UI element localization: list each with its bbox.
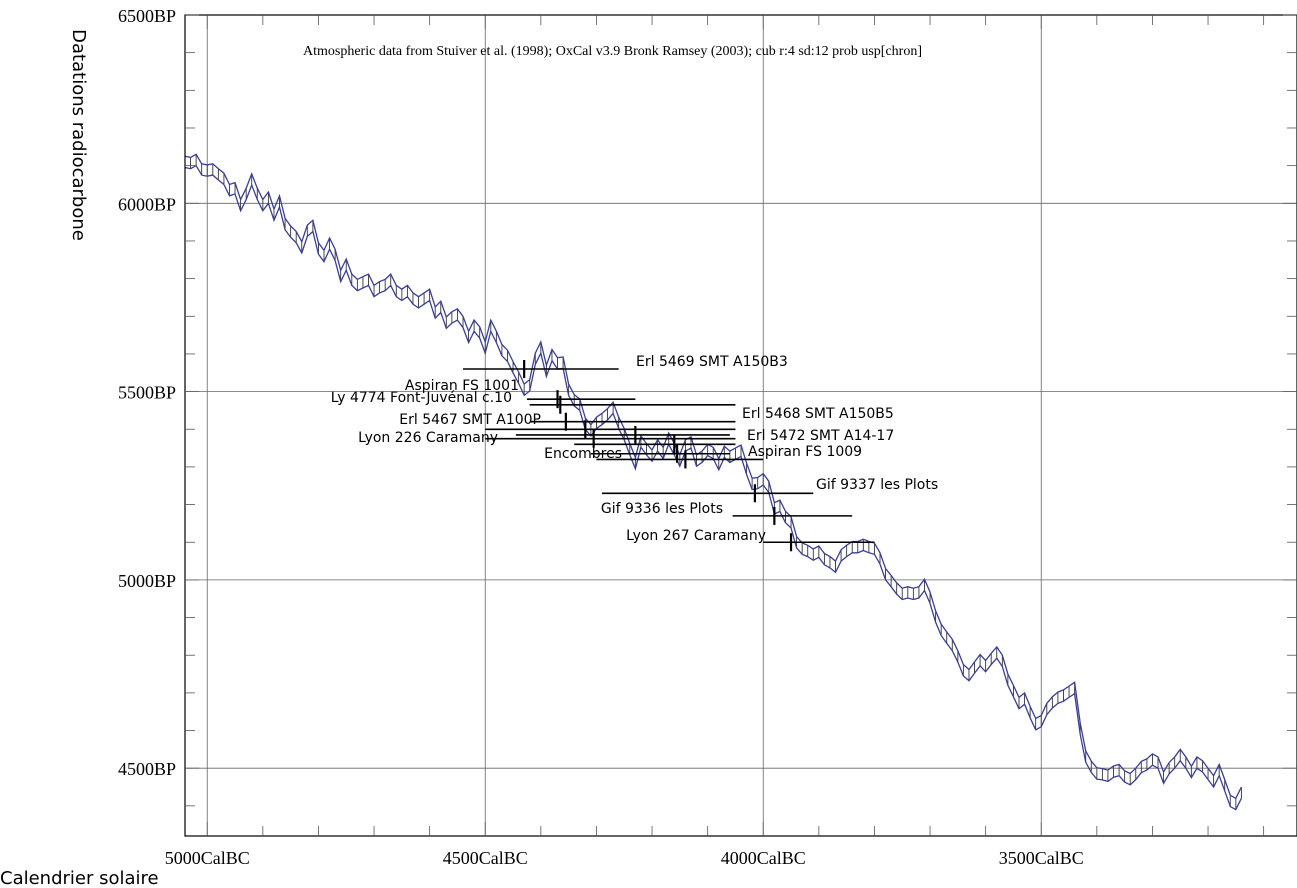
x-tick-label: 3500CalBC [999,848,1084,868]
sample-label: Ly 4774 Font-Juvénal c.10 [331,390,512,406]
sample-label: Gif 9337 les Plots [816,477,938,493]
y-axis-title: Datations radiocarbone [68,29,89,241]
x-tick-label: 4000CalBC [721,848,806,868]
plot-frame [184,14,1297,837]
sample-label: Aspiran FS 1001 [405,378,519,394]
x-tick-label: 4500CalBC [443,848,528,868]
sample-label: Erl 5472 SMT A14-17 [747,428,894,444]
grid [185,14,1297,836]
sample-label: Erl 5469 SMT A150B3 [636,354,788,370]
sample-label: Gif 9336 les Plots [601,501,723,517]
sample-label: Encombres [544,446,622,462]
x-axis-title: Calendrier solaire [0,868,159,888]
sample-label: Erl 5468 SMT A150B5 [742,406,894,422]
y-tick-label: 6000BP [118,194,176,214]
y-tick-label: 4500BP [118,759,176,779]
sample-label: Lyon 267 Caramany [626,528,766,544]
axis-tick-labels: 5000CalBC 4500CalBC 4000CalBC 3500CalBC 4500… [118,6,1084,868]
chart-subtitle: Atmospheric data from Stuiver et al. (19… [303,44,922,59]
axis-ticks [185,14,1297,836]
x-tick-label: 5000CalBC [165,848,250,868]
curve-upper-line [184,153,1242,800]
sample-label: Erl 5467 SMT A100P [399,412,541,428]
curve-lower-line [184,164,1242,811]
sample-label: Lyon 226 Caramany [358,430,498,446]
y-tick-label: 5000BP [118,571,176,591]
y-tick-label: 6500BP [118,6,176,26]
y-tick-label: 5500BP [118,383,176,403]
sample-label: Aspiran FS 1009 [748,444,862,460]
